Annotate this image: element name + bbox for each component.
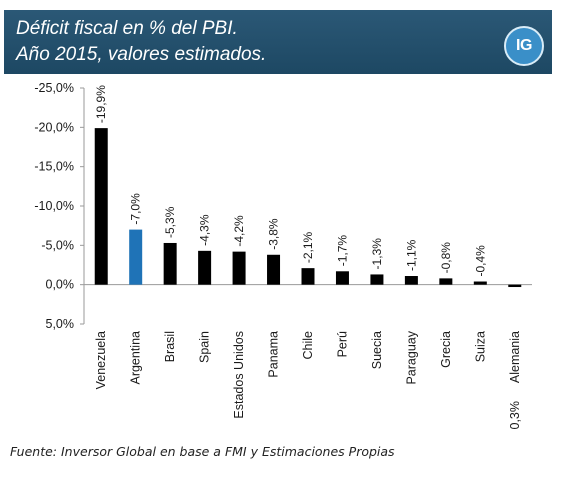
data-label: -2,1% (301, 231, 315, 263)
y-tick-label: -5,0% (41, 238, 74, 252)
bar-panama (267, 254, 281, 285)
y-tick-label: -25,0% (34, 81, 74, 95)
x-tick-label: Suecia (370, 331, 384, 369)
bar-brasil (163, 242, 177, 285)
y-tick-label: -20,0% (34, 120, 74, 134)
ig-logo: IG (504, 26, 544, 66)
bar-spain (198, 250, 212, 285)
x-tick-label: Spain (198, 331, 212, 363)
x-tick-label: Perú (335, 331, 349, 357)
x-tick-label: Chile (301, 331, 315, 360)
bar-perú (335, 271, 349, 285)
bar-alemania (508, 284, 522, 288)
bar-suiza (473, 281, 487, 285)
chart-title-line-2: Año 2015, valores estimados. (16, 44, 267, 65)
x-tick-label: Argentina (129, 331, 143, 385)
data-label: -1,1% (404, 239, 418, 271)
data-label: -19,9% (94, 85, 108, 123)
x-tick-label: Panama (267, 331, 281, 378)
x-tick-label: Grecia (439, 331, 453, 368)
data-label: -0,8% (439, 242, 453, 274)
source-note: Fuente: Inversor Global en base a FMI y … (10, 444, 395, 459)
y-tick-label: -10,0% (34, 199, 74, 213)
y-tick-label: 0,0% (46, 278, 75, 292)
data-label: -4,2% (232, 215, 246, 247)
bar-chile (301, 268, 315, 285)
data-label: -4,3% (198, 214, 212, 246)
x-tick-label: Alemania (508, 331, 522, 383)
bar-argentina (129, 229, 143, 285)
bar-venezuela (94, 128, 108, 285)
data-label: -3,8% (267, 218, 281, 250)
data-label: -0,4% (473, 245, 487, 277)
x-tick-label: Estados Unidos (232, 331, 246, 419)
y-tick-label: -15,0% (34, 160, 74, 174)
y-tick-label: 5,0% (46, 317, 75, 331)
data-label: 0,3% (508, 401, 522, 430)
x-tick-label: Paraguay (404, 330, 418, 384)
bar-estados-unidos (232, 251, 246, 285)
data-label: -5,3% (163, 206, 177, 238)
data-label: -1,7% (335, 235, 349, 267)
chart-header: Déficit fiscal en % del PBI. Año 2015, v… (4, 10, 552, 74)
x-tick-label: Venezuela (94, 331, 108, 389)
x-tick-label: Suiza (473, 331, 487, 362)
x-tick-label: Brasil (163, 331, 177, 362)
bar-suecia (370, 274, 384, 285)
data-label: -7,0% (129, 193, 143, 225)
bar-paraguay (404, 276, 418, 285)
data-label: -1,3% (370, 238, 384, 270)
chart-title-line-1: Déficit fiscal en % del PBI. (16, 18, 238, 39)
bar-grecia (439, 278, 453, 285)
